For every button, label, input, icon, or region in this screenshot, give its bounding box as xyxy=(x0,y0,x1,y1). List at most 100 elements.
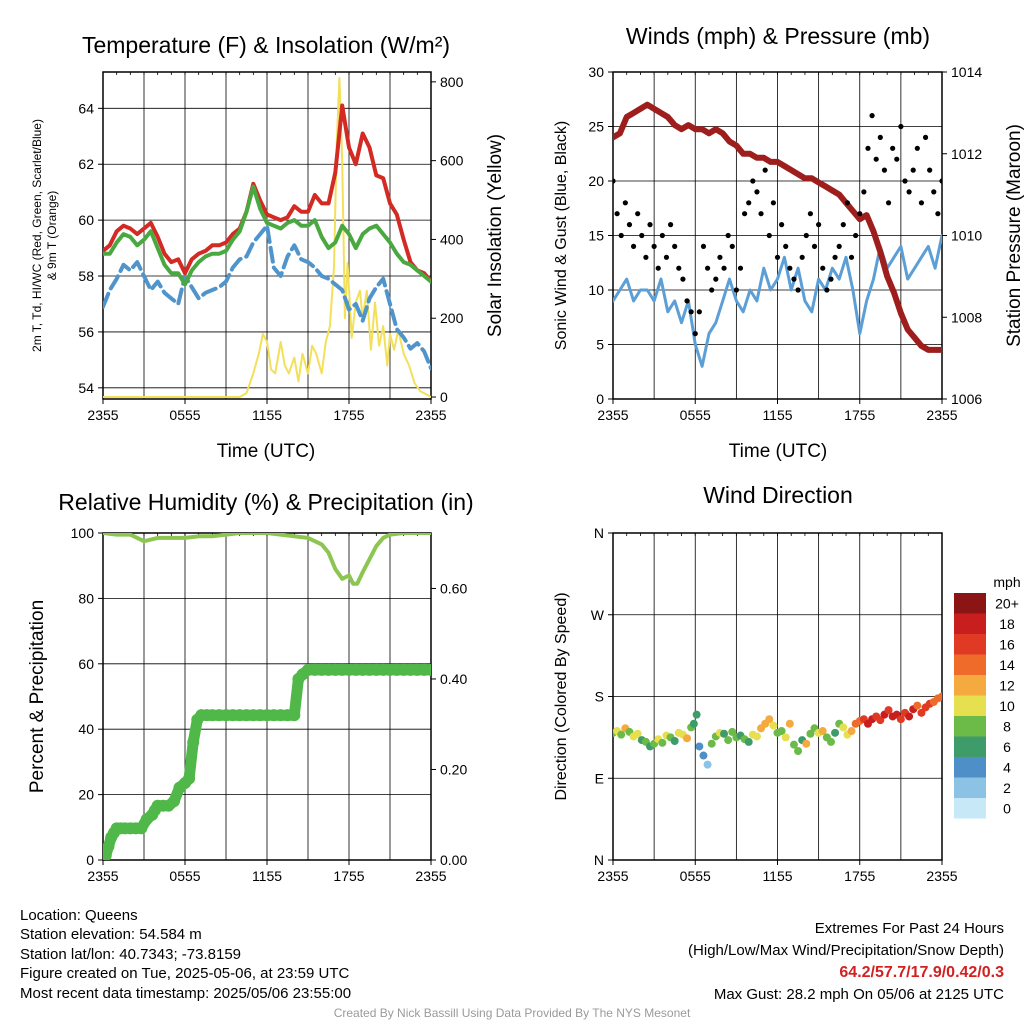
wind-y-tick-label: 10 xyxy=(588,282,604,298)
dir-y-tick-label: W xyxy=(591,607,605,623)
temp-yr-tick-label: 400 xyxy=(440,231,464,247)
gust-point xyxy=(613,178,616,184)
dir-x-tick-label: 1755 xyxy=(844,868,875,884)
rh-y-tick-label: 80 xyxy=(78,590,94,606)
gust-point xyxy=(696,309,702,315)
gust-point xyxy=(614,211,620,217)
temp-x-tick-label: 1155 xyxy=(252,407,282,423)
gust-point xyxy=(881,167,888,173)
rh-yr-tick-label: 0.60 xyxy=(440,580,467,596)
temp-y-tick-label: 64 xyxy=(78,100,94,116)
rh-yr-tick-label: 0.40 xyxy=(440,671,467,687)
dir-y-tick-label: N xyxy=(594,525,604,541)
gust-point xyxy=(630,243,637,249)
rh-y-tick-label: 20 xyxy=(78,787,94,803)
gust-point xyxy=(713,276,719,282)
gust-point xyxy=(651,243,657,249)
location-text: Location: Queens xyxy=(20,907,138,924)
temp-y-axis-label: 2m T, Td, HI/WC (Red, Green, Scarlet/Blu… xyxy=(30,119,59,352)
wind-direction-point xyxy=(781,733,790,742)
colorbar-swatch xyxy=(954,675,986,696)
wind-direction-point xyxy=(847,727,856,736)
gust-point xyxy=(676,265,682,271)
wind-direction-point xyxy=(884,706,893,715)
gust-point xyxy=(824,287,830,293)
colorbar-swatch xyxy=(954,736,986,757)
gust-point xyxy=(680,276,686,282)
gust-point xyxy=(914,145,920,151)
credit-text: Created By Nick Bassill Using Data Provi… xyxy=(333,1006,691,1020)
colorbar-swatch xyxy=(954,654,986,675)
gust-point xyxy=(672,243,678,249)
wind-y-tick-label: 15 xyxy=(588,228,604,244)
pressure-line xyxy=(613,101,942,353)
temp-yr-tick-label: 200 xyxy=(440,310,464,326)
precip-band xyxy=(103,664,431,860)
dir-x-tick-label: 1155 xyxy=(762,868,792,884)
temp-y-tick-label: 62 xyxy=(78,156,94,172)
gust-point xyxy=(659,232,665,239)
gust-point xyxy=(910,167,916,173)
gust-point xyxy=(700,243,707,249)
wind-direction-point xyxy=(703,760,712,769)
temp-yr-tick-label: 0 xyxy=(440,389,448,405)
extremes-values: 64.2/57.7/17.9/0.42/0.3 xyxy=(839,964,1004,981)
rh-y-tick-label: 0 xyxy=(86,852,94,868)
gust-point xyxy=(758,211,764,217)
temp-y-axis-label-line2: & 9m T (Orange) xyxy=(45,191,59,281)
gust-point xyxy=(890,145,896,151)
gust-point xyxy=(869,113,875,119)
gust-point xyxy=(848,254,855,260)
dir-series-group xyxy=(613,692,942,769)
gust-point xyxy=(647,222,653,228)
gust-point xyxy=(774,254,781,260)
colorbar-label: 12 xyxy=(999,677,1015,693)
wind-series-group xyxy=(613,101,942,368)
wind-x-tick-label: 1155 xyxy=(762,407,792,423)
wind-direction-point xyxy=(728,727,737,736)
dir-x-tick-label: 0555 xyxy=(680,868,711,884)
gust-point xyxy=(922,134,929,140)
gust-point xyxy=(704,265,711,271)
wind-x-tick-label: 2355 xyxy=(597,407,628,423)
latlon-text: Station lat/lon: 40.7343; -73.8159 xyxy=(20,945,242,963)
gust-point xyxy=(622,200,628,206)
gust-point xyxy=(762,167,768,173)
speed-colorbar: mph 20+ 18 16 14 12 10 8 6 4 2 0 xyxy=(954,574,1021,819)
wind-direction-point xyxy=(826,737,835,746)
colorbar-label: 6 xyxy=(1003,739,1011,755)
gust-point xyxy=(742,211,748,217)
gust-point xyxy=(737,265,744,271)
gust-point xyxy=(935,211,941,217)
gust-point xyxy=(733,287,739,293)
rh-yr-tick-label: 0.00 xyxy=(440,852,467,868)
wind-direction-point xyxy=(839,723,848,732)
gust-point xyxy=(663,254,670,260)
max-gust-text: Max Gust: 28.2 mph On 05/06 at 2125 UTC xyxy=(713,986,1004,1003)
gust-point xyxy=(861,189,867,195)
colorbar-title: mph xyxy=(993,574,1020,590)
wind-direction-point xyxy=(692,710,701,719)
wind-direction-point xyxy=(744,737,753,746)
gust-point xyxy=(783,243,789,249)
colorbar-swatch xyxy=(954,695,986,716)
wind-yr-tick-label: 1010 xyxy=(951,228,982,244)
temp-x-tick-label: 1755 xyxy=(333,407,364,423)
temp-yr-axis-label: Solar Insolation (Yellow) xyxy=(485,134,506,337)
rh-x-tick-label: 1155 xyxy=(252,868,282,884)
colorbar-label: 20+ xyxy=(995,595,1019,611)
rh-y-axis-label: Percent & Precipitation xyxy=(27,600,48,793)
wind-direction-point xyxy=(917,708,926,717)
wind-direction-point xyxy=(818,727,827,736)
gust-point xyxy=(877,134,883,140)
colorbar-label: 4 xyxy=(1003,759,1011,775)
temp-yr-tick-label: 800 xyxy=(440,74,464,90)
temp-x-tick-label: 0555 xyxy=(169,407,200,423)
dir-y-tick-label: E xyxy=(595,770,604,786)
wind-frame: 2355 0555 1155 1755 235505101520253010061008… xyxy=(588,64,982,423)
temp-chart-title: Temperature (F) & Insolation (W/m²) xyxy=(82,32,450,58)
wind-y-tick-label: 5 xyxy=(596,337,604,353)
gust-point xyxy=(832,254,838,260)
